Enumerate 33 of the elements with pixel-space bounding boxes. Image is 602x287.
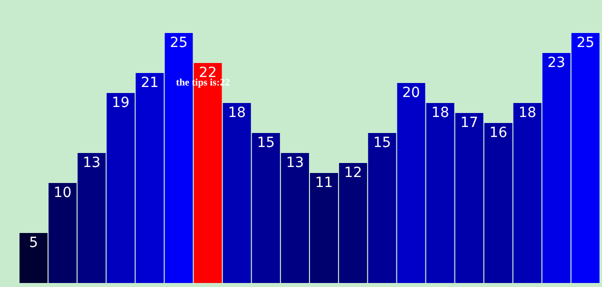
data-label: 11 <box>315 175 333 191</box>
data-label: 12 <box>344 165 362 181</box>
bar <box>78 153 106 283</box>
data-label: 25 <box>170 35 188 51</box>
data-label: 16 <box>489 125 508 141</box>
bar <box>222 103 251 283</box>
bar <box>513 103 542 283</box>
bar <box>571 33 600 283</box>
data-label: 20 <box>402 85 420 101</box>
bar <box>136 73 164 283</box>
data-label: 23 <box>548 55 566 71</box>
data-label: 5 <box>29 235 38 251</box>
data-label: 13 <box>286 155 304 171</box>
bar <box>397 83 426 283</box>
data-label: 18 <box>518 105 536 121</box>
data-label: 15 <box>257 135 275 151</box>
bar <box>542 53 570 283</box>
data-label: 21 <box>140 75 159 91</box>
bar <box>106 93 135 283</box>
data-label: 19 <box>112 95 130 111</box>
bar <box>368 133 396 283</box>
data-label: 17 <box>460 115 478 131</box>
data-label: 13 <box>82 155 101 171</box>
data-label: 18 <box>228 105 246 121</box>
data-label: 10 <box>54 185 72 201</box>
bar <box>252 133 280 283</box>
bar <box>48 183 77 283</box>
bar <box>20 233 48 283</box>
data-label: 15 <box>373 135 392 151</box>
data-label: 18 <box>431 105 450 121</box>
data-label: 25 <box>576 35 594 51</box>
bar <box>280 153 309 283</box>
bar <box>164 33 193 283</box>
